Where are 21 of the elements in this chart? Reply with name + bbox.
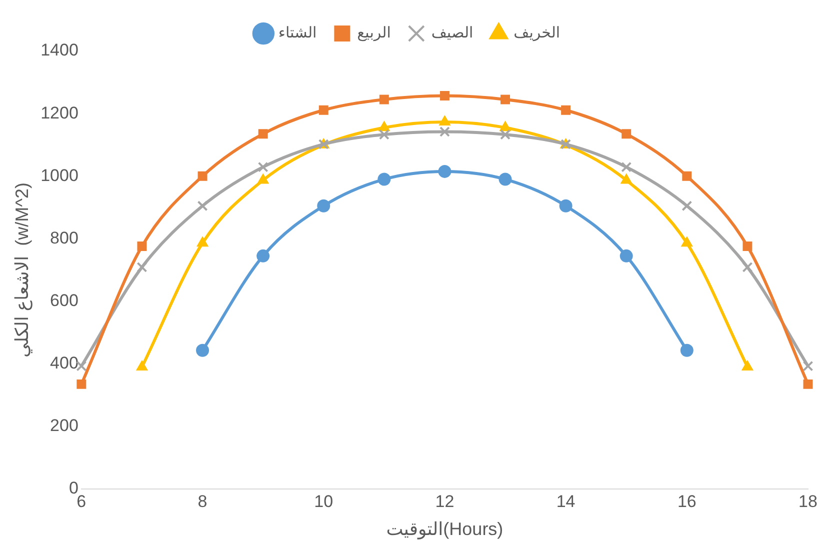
legend-label: الربيع: [357, 24, 391, 42]
x-tick-label: 14: [556, 492, 576, 511]
y-tick-label: 800: [50, 228, 78, 248]
y-tick-label: 1000: [40, 166, 78, 185]
x-tick-label: 6: [76, 492, 86, 511]
y-tick-label: 200: [50, 416, 78, 436]
y-tick-label: 600: [50, 290, 78, 310]
y-tick-label: 0: [68, 478, 78, 498]
y-tick-label: 1200: [40, 103, 78, 122]
x-tick-label: 8: [198, 492, 208, 511]
x-axis-title: التوقيت(Hours): [386, 519, 504, 540]
y-tick-label: 400: [50, 354, 78, 373]
legend-label: الصيف: [431, 24, 474, 42]
x-tick-label: 12: [435, 492, 454, 511]
y-axis-title: الاشعاع الكلي (w/M^2): [12, 182, 33, 358]
legend-label: الخريف: [514, 24, 560, 42]
x-tick-label: 10: [314, 492, 334, 511]
x-tick-label: 18: [798, 492, 818, 511]
legend-label: الشتاء: [278, 24, 317, 42]
y-tick-label: 1400: [40, 40, 78, 60]
x-tick-label: 16: [677, 492, 696, 511]
